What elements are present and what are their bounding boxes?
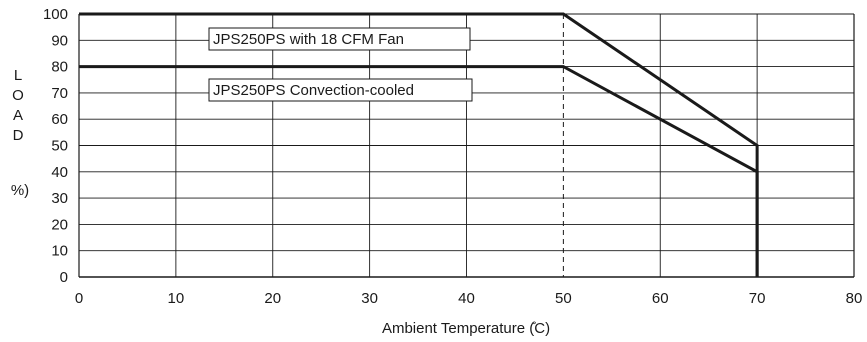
y-tick-label: 70 <box>51 85 68 102</box>
x-tick-labels: 0 10 20 30 40 50 60 70 80 <box>75 290 863 307</box>
y-axis-title-letter: D <box>13 127 24 144</box>
grid-lines <box>78 13 855 278</box>
annotation-box <box>208 78 473 102</box>
y-tick-label: 40 <box>51 164 68 181</box>
y-tick-label: 30 <box>51 190 68 207</box>
x-tick-label: 30 <box>361 290 378 307</box>
y-axis-title: L O A D %) <box>11 67 29 199</box>
y-axis-title-letter: L <box>14 67 22 84</box>
series-annotations: JPS250PS with 18 CFM Fan JPS250PS Convect… <box>208 27 473 102</box>
annotation-box <box>208 27 471 51</box>
y-tick-label: 50 <box>51 138 68 155</box>
x-tick-label: 10 <box>168 290 185 307</box>
annotation-label: JPS250PS with 18 CFM Fan <box>213 31 404 48</box>
y-tick-label: 100 <box>43 6 68 23</box>
y-axis-title-letter: A <box>13 107 23 124</box>
x-tick-label: 70 <box>749 290 766 307</box>
x-axis-title: Ambient Temperature (̊C) <box>382 320 550 337</box>
y-tick-label: 60 <box>51 111 68 128</box>
y-tick-label: 10 <box>51 243 68 260</box>
y-axis-title-letter: O <box>12 87 24 104</box>
x-tick-label: 80 <box>846 290 863 307</box>
y-tick-label: 80 <box>51 59 68 76</box>
y-tick-labels: 0 10 20 30 40 50 60 70 80 90 100 <box>43 6 68 286</box>
y-tick-label: 0 <box>60 269 68 286</box>
x-tick-label: 50 <box>555 290 572 307</box>
y-tick-label: 20 <box>51 216 68 233</box>
y-axis-title-unit: %) <box>11 182 29 199</box>
annotation-label: JPS250PS Convection-cooled <box>213 82 414 99</box>
x-tick-label: 20 <box>264 290 281 307</box>
x-tick-label: 40 <box>458 290 475 307</box>
x-tick-label: 60 <box>652 290 669 307</box>
series-lines <box>79 12 759 277</box>
x-tick-label: 0 <box>75 290 83 307</box>
y-tick-label: 90 <box>51 32 68 49</box>
series-line-2 <box>79 65 759 277</box>
